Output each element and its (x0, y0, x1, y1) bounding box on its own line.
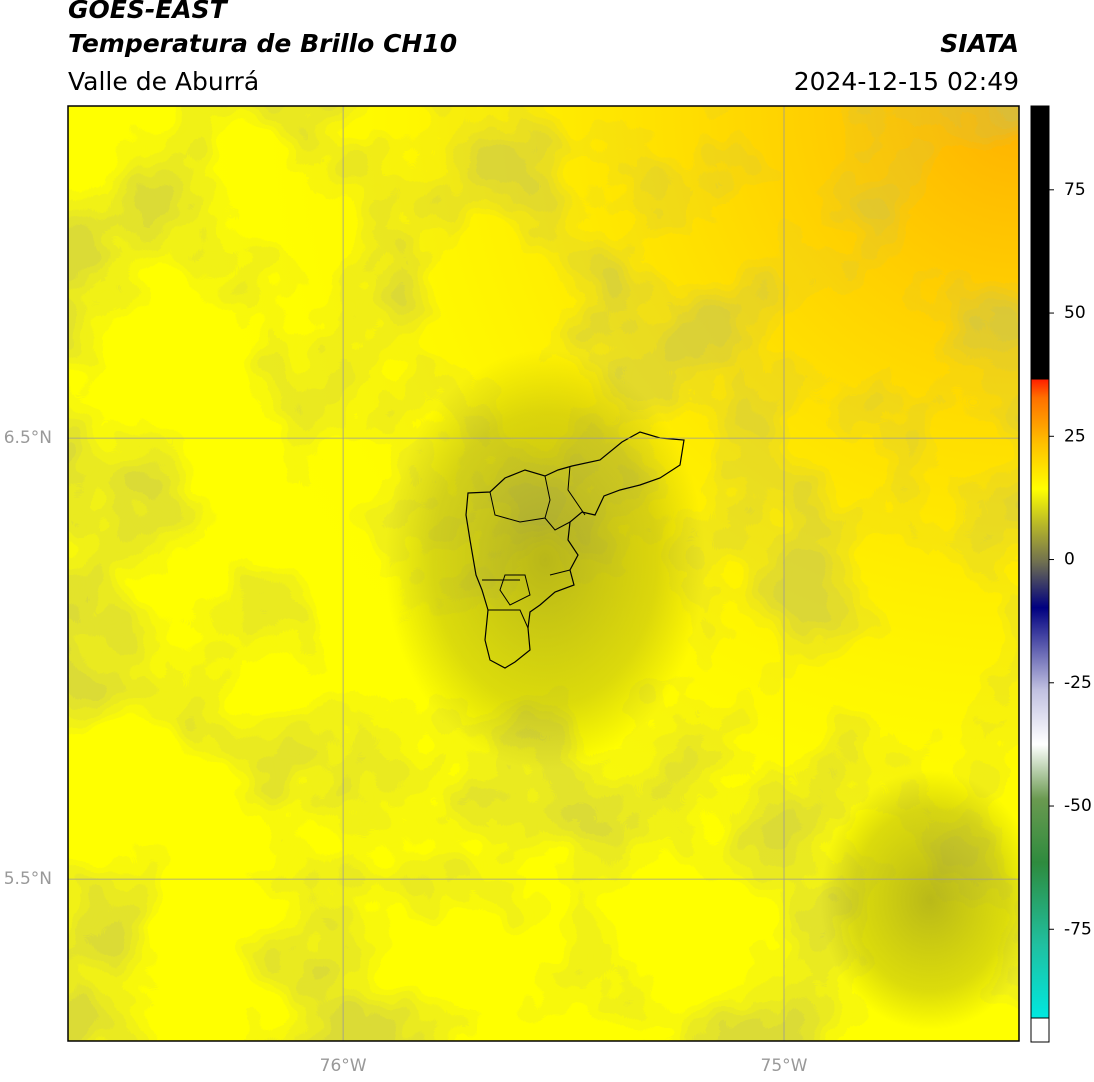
map-frame (67, 105, 1020, 1042)
map-image (68, 106, 1019, 1041)
colorbar-tick-label: 0 (1064, 550, 1075, 570)
colorbar-tick-label: 25 (1064, 426, 1086, 446)
satellite: GOES-EAST (68, 0, 229, 24)
lat-label: 5.5°N (4, 869, 52, 889)
timestamp: 2024-12-15 02:49 (794, 67, 1019, 96)
colorbar-under (1030, 1017, 1050, 1043)
lat-label: 6.5°N (4, 428, 52, 448)
colorbar (1030, 105, 1050, 1019)
colorbar-tick-label: -25 (1064, 673, 1092, 693)
colorbar-tick-label: 50 (1064, 303, 1086, 323)
region: Valle de Aburrá (68, 67, 259, 96)
colorbar-tick-label: -50 (1064, 796, 1092, 816)
colorbar-tick-label: -75 (1064, 919, 1092, 939)
lon-label: 75°W (761, 1056, 808, 1076)
product: Temperatura de Brillo CH10 (68, 29, 457, 58)
lon-label: 76°W (320, 1056, 367, 1076)
source: SIATA (940, 29, 1019, 58)
colorbar-tick-label: 75 (1064, 180, 1086, 200)
